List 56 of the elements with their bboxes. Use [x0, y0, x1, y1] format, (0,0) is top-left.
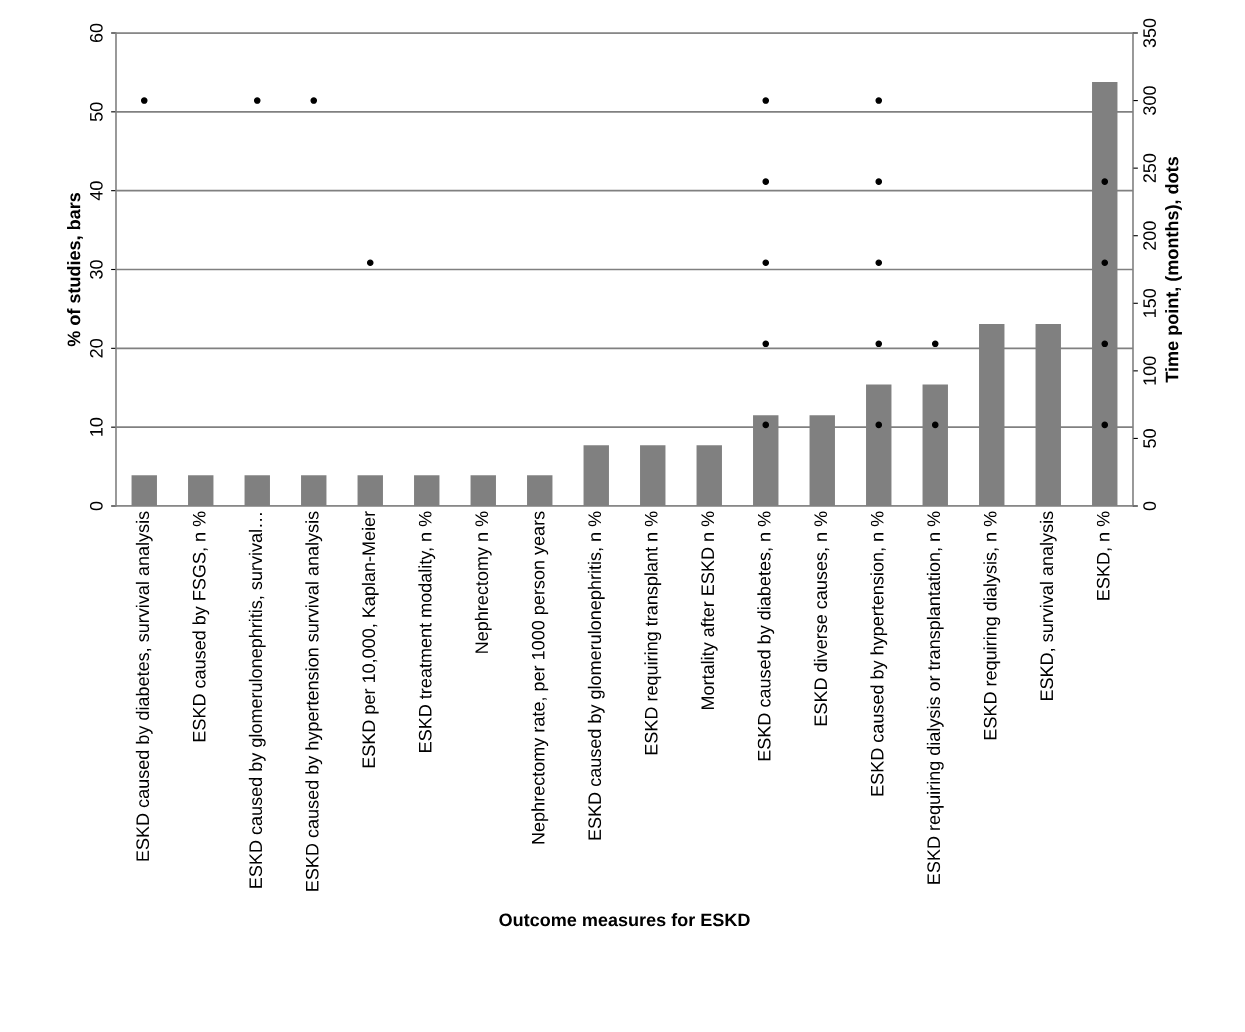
point: [875, 259, 883, 267]
x-axis-title: Outcome measures for ESKD: [499, 913, 750, 927]
y2-tick-label: 100: [1143, 356, 1156, 385]
point: [1101, 421, 1109, 429]
x-tick-label: Nephrectomy n %: [474, 511, 492, 653]
y-tick-label: 50: [89, 102, 103, 122]
y-tick-label: 20: [89, 339, 103, 358]
x-tick-label: ESKD caused by diabetes, survival analysis: [135, 511, 153, 861]
y-axis-title: % of studies, bars: [67, 192, 83, 347]
y-tick-label: 60: [89, 23, 103, 43]
point: [762, 421, 770, 429]
point: [140, 97, 148, 104]
x-tick-label: ESKD caused by diabetes, n %: [757, 511, 775, 761]
x-tick-label: ESKD diverse causes, n %: [813, 511, 830, 726]
point: [875, 421, 883, 429]
y2-tick-label: 350: [1143, 18, 1156, 48]
x-tick-label: ESKD caused by hypertension survival analysis: [305, 511, 323, 891]
x-tick-label: ESKD, n %: [1096, 511, 1112, 600]
y2-tick-label: 50: [1143, 429, 1156, 448]
y-tick-label: 0: [89, 501, 103, 511]
x-tick-label: ESKD caused by hypertension, n %: [870, 511, 888, 796]
x-tick-label: ESKD per 10,000, Kaplan-Meier: [361, 511, 379, 768]
point: [875, 340, 883, 348]
y2-tick-label: 250: [1143, 153, 1156, 183]
x-tick-label: ESKD caused by FSGS, n %: [192, 511, 210, 742]
y2-tick-label: 150: [1143, 288, 1156, 317]
x-tick-label: ESKD requiring dialysis or transplantation, n %: [926, 511, 944, 884]
point: [931, 340, 939, 348]
point: [310, 97, 318, 104]
point: [762, 340, 770, 348]
point: [1101, 178, 1109, 185]
x-tick-label: ESKD requiring dialysis, n %: [983, 511, 1001, 740]
point: [762, 97, 770, 104]
x-tick-label: ESKD caused by glomerulonephritis, survival…: [248, 513, 266, 888]
point: [253, 97, 261, 104]
point: [762, 259, 770, 267]
x-tick-label: ESKD treatment modality, n %: [418, 511, 436, 752]
point: [366, 259, 374, 267]
point: [1101, 259, 1109, 267]
y-tick-label: 10: [89, 417, 103, 436]
x-tick-label: Mortality after ESKD n %: [700, 511, 718, 710]
x-tick-label: ESKD requiring transplant n %: [644, 511, 662, 755]
y2-tick-label: 0: [1143, 501, 1156, 511]
y2-tick-label: 200: [1143, 221, 1156, 250]
point: [762, 178, 770, 185]
y2-axis-title: Time point, (months), dots: [1165, 157, 1182, 383]
x-tick-label: ESKD caused by glomerulonephritis, n %: [587, 511, 605, 840]
y-tick-label: 30: [89, 260, 103, 279]
y2-tick-label: 300: [1143, 86, 1156, 115]
point: [875, 97, 883, 104]
y-tick-label: 40: [89, 181, 103, 201]
point: [931, 421, 939, 429]
point: [1101, 340, 1109, 348]
x-tick-label: Nephrectomy rate, per 1000 person years: [531, 511, 549, 844]
x-tick-label: ESKD, survival analysis: [1039, 511, 1057, 701]
point: [875, 178, 883, 185]
